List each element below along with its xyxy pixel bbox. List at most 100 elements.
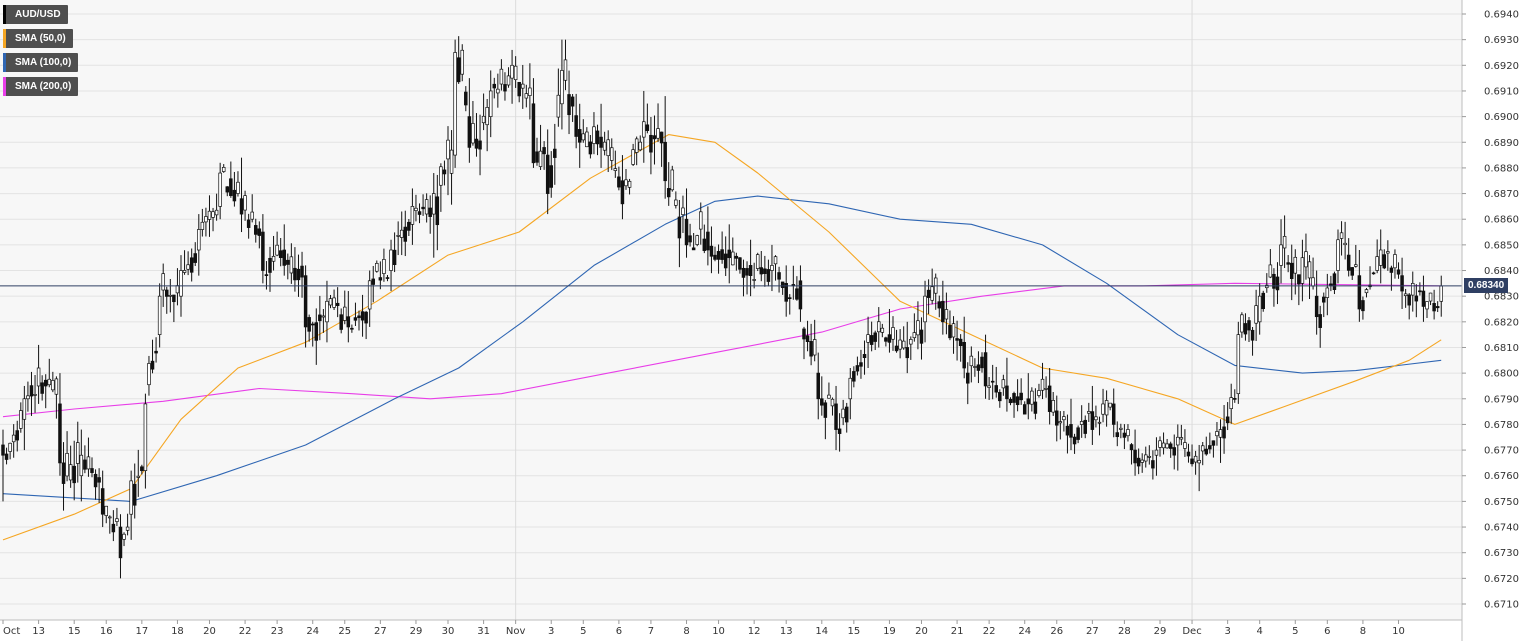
- candle-down: [535, 151, 539, 163]
- candle-down: [549, 165, 553, 188]
- candle-up: [432, 193, 436, 215]
- candle-down: [948, 325, 952, 339]
- candle-down: [1357, 275, 1362, 310]
- candle-down: [759, 267, 764, 275]
- candle-up: [271, 255, 276, 262]
- y-tick-label: 0.6870: [1484, 189, 1519, 200]
- candle-down: [268, 257, 272, 273]
- candle-down: [652, 135, 657, 140]
- candle-down: [364, 311, 368, 324]
- candle-up: [471, 123, 475, 144]
- legend-swatch-sma50: [3, 29, 6, 48]
- legend-item-sma100: SMA (100,0): [3, 53, 79, 72]
- candle-up: [1268, 264, 1273, 278]
- candle-down: [684, 218, 689, 246]
- candle-down: [1322, 296, 1326, 303]
- x-tick-label: 24: [306, 626, 319, 637]
- candle-up: [1104, 400, 1109, 416]
- x-tick-label: 24: [1018, 626, 1031, 637]
- candle-down: [392, 249, 397, 266]
- candle-up: [129, 480, 133, 515]
- candle-up: [1058, 421, 1063, 424]
- candle-down: [132, 483, 137, 506]
- candle-up: [1087, 411, 1091, 414]
- candle-down: [4, 453, 9, 460]
- candle-up: [1339, 232, 1344, 239]
- candle-up: [1236, 334, 1241, 395]
- candle-up: [1378, 249, 1383, 266]
- x-tick-label: 6: [1324, 626, 1330, 637]
- candle-down: [1115, 432, 1120, 438]
- candle-down: [1261, 292, 1265, 310]
- candle-up: [1154, 449, 1159, 456]
- candle-up: [1161, 442, 1166, 449]
- x-tick-label: 16: [100, 626, 113, 637]
- candle-down: [1208, 445, 1212, 450]
- candle-up: [1411, 282, 1415, 296]
- candle-down: [990, 380, 995, 383]
- candle-down: [1421, 290, 1426, 307]
- candle-down: [58, 403, 62, 464]
- y-tick-label: 0.6850: [1484, 240, 1519, 251]
- candle-down: [663, 141, 667, 182]
- candle-down: [816, 372, 820, 400]
- candle-up: [912, 332, 917, 339]
- candle-up: [1428, 292, 1433, 302]
- y-tick-label: 0.6900: [1484, 112, 1519, 123]
- x-tick-label: 30: [442, 626, 455, 637]
- x-tick-label: 5: [580, 626, 586, 637]
- y-tick-label: 0.6890: [1484, 138, 1519, 149]
- candle-down: [837, 428, 842, 434]
- candle-up: [389, 249, 393, 271]
- candle-down: [1090, 411, 1095, 430]
- candle-down: [820, 398, 824, 406]
- candle-down: [310, 323, 315, 326]
- x-tick-label: 17: [135, 626, 148, 637]
- legend-label-audusd: AUD/USD: [15, 9, 61, 20]
- legend-label-sma50: SMA (50,0): [15, 33, 66, 44]
- candle-up: [556, 94, 561, 118]
- sma-100-path: [2, 195, 1442, 502]
- candles: [1, 36, 1443, 579]
- x-tick-label: Nov: [506, 626, 526, 637]
- candle-up: [1147, 455, 1152, 458]
- candle-up: [848, 377, 853, 400]
- candle-up: [399, 229, 404, 238]
- candle-down: [229, 178, 233, 196]
- candle-up: [656, 128, 660, 139]
- candle-down: [823, 402, 828, 418]
- candle-up: [827, 394, 831, 399]
- candle-down: [318, 314, 322, 322]
- x-tick-label: 7: [648, 626, 654, 637]
- candle-down: [1076, 427, 1080, 440]
- candle-down: [254, 225, 258, 235]
- y-tick-label: 0.6920: [1484, 61, 1519, 72]
- candle-down: [983, 352, 988, 387]
- candle-up: [1051, 400, 1055, 413]
- candle-up: [1293, 256, 1298, 274]
- candle-up: [770, 265, 774, 271]
- candle-up: [122, 533, 126, 540]
- candle-up: [513, 65, 518, 81]
- candle-up: [410, 206, 415, 225]
- candle-down: [350, 327, 354, 330]
- x-tick-label: 22: [983, 626, 996, 637]
- x-tick-label: 20: [915, 626, 928, 637]
- candle-up: [695, 235, 699, 245]
- candle-up: [1101, 403, 1105, 415]
- candle-up: [812, 339, 817, 356]
- candle-up: [951, 323, 956, 338]
- candle-down: [360, 311, 365, 321]
- candle-down: [339, 314, 343, 330]
- candle-up: [36, 367, 41, 387]
- candle-down: [645, 124, 650, 131]
- y-tick-label: 0.6750: [1484, 497, 1519, 508]
- candle-up: [1126, 429, 1130, 437]
- x-tick-label: 10: [712, 626, 725, 637]
- candle-down: [478, 140, 482, 150]
- candle-down: [1243, 323, 1248, 335]
- legend-label-sma200: SMA (200,0): [15, 81, 72, 92]
- candle-down: [709, 245, 714, 257]
- x-tick-label: 6: [616, 626, 622, 637]
- candle-down: [303, 275, 308, 328]
